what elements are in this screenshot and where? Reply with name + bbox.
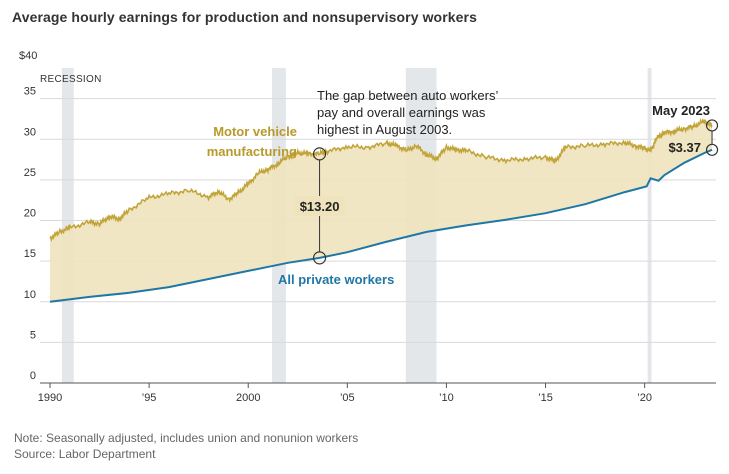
y-unit-label: $40 xyxy=(19,50,37,62)
chart-source: Source: Labor Department xyxy=(14,447,156,461)
x-tick-2005: ’05 xyxy=(340,392,355,404)
y-tick-35: 35 xyxy=(24,86,36,98)
y-tick-10: 10 xyxy=(24,289,36,301)
x-tick-2020: ’20 xyxy=(637,392,652,404)
recession-label: RECESSION xyxy=(40,74,102,85)
series-line-motor-vehicle xyxy=(49,117,713,243)
end-marker-private xyxy=(705,143,719,156)
recession-band-4 xyxy=(647,68,652,383)
series-line-private xyxy=(49,148,713,303)
y-tick-25: 25 xyxy=(24,167,36,179)
gap-value-bg xyxy=(294,196,345,216)
gap-value-label: $13.20 xyxy=(300,199,340,214)
series-label-auto-line-2: manufacturing xyxy=(207,144,297,159)
y-tick-30: 30 xyxy=(24,126,36,138)
x-tick-1995: ’95 xyxy=(142,392,157,404)
x-tick-2015: ’15 xyxy=(538,392,553,404)
chart-note: Note: Seasonally adjusted, includes unio… xyxy=(14,431,359,445)
series-label-private: All private workers xyxy=(278,272,394,287)
gap-area xyxy=(50,121,712,302)
gap-note-line-2: pay and overall earnings was xyxy=(317,105,486,120)
x-tick-2000: 2000 xyxy=(236,392,260,404)
y-tick-20: 20 xyxy=(24,208,36,220)
series-label-auto-line-1: Motor vehicle xyxy=(213,124,297,139)
gap-marker-private xyxy=(312,251,327,265)
gap-note-line-3: highest in August 2003. xyxy=(317,122,452,137)
x-tick-1990: 1990 xyxy=(38,392,62,404)
recession-band-1 xyxy=(61,68,74,383)
end-date-label: May 2023 xyxy=(652,103,710,118)
gap-marker-auto xyxy=(312,147,327,161)
y-tick-5: 5 xyxy=(30,329,36,341)
y-tick-0: 0 xyxy=(30,370,36,382)
gap-note-line-1: The gap between auto workers’ xyxy=(317,88,498,103)
y-tick-15: 15 xyxy=(24,248,36,260)
end-marker-auto xyxy=(705,119,719,132)
x-tick-2010: ’10 xyxy=(439,392,454,404)
chart-title: Average hourly earnings for production a… xyxy=(12,9,477,25)
end-value-label: $3.37 xyxy=(668,140,701,155)
